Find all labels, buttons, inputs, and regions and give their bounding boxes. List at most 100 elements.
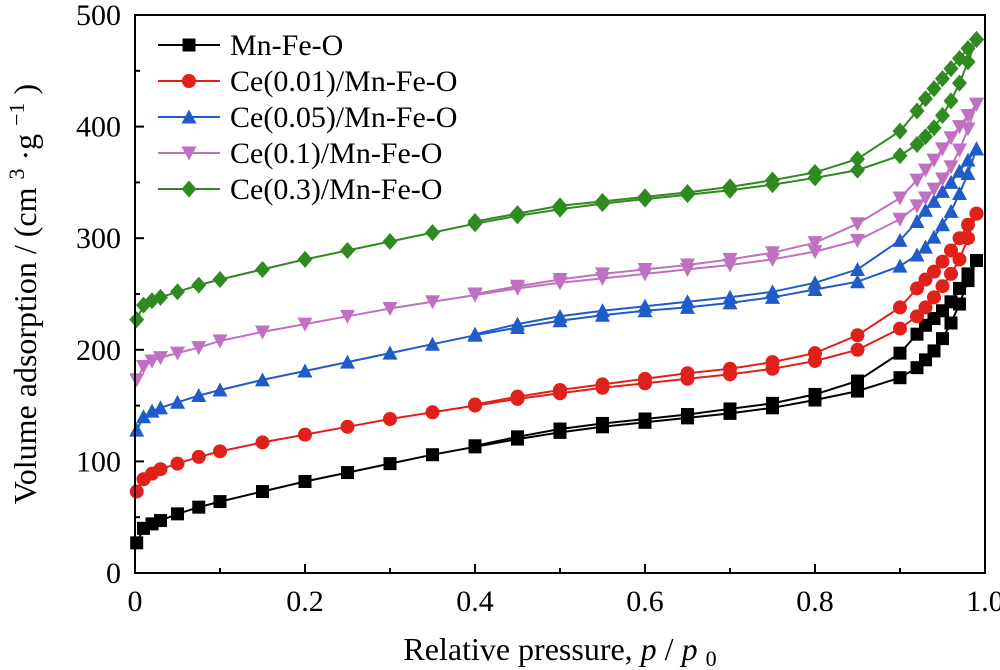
data-point (969, 31, 984, 49)
data-point (255, 372, 270, 387)
data-point (170, 456, 185, 471)
y-tick-label: 400 (76, 111, 121, 144)
data-point (918, 163, 933, 178)
y-axis-title: Volume adsorption / (cm 3 ·g −1 ) (0, 84, 43, 504)
y-axis-title-supm1: −1 (4, 102, 29, 125)
legend-marker (181, 146, 197, 161)
data-point (893, 321, 907, 336)
data-point (129, 311, 145, 329)
data-point (595, 377, 610, 392)
data-point (952, 186, 967, 201)
data-point (926, 80, 942, 98)
data-point (927, 344, 941, 358)
data-point (944, 266, 958, 281)
legend-label: Mn-Fe-O (230, 29, 343, 62)
data-point (892, 122, 908, 140)
data-point (850, 161, 865, 179)
data-point (851, 374, 864, 388)
data-point (298, 474, 312, 488)
data-point (765, 284, 780, 299)
data-point (960, 108, 976, 123)
legend-entry: Ce(0.05)/Mn-Fe-O (158, 101, 457, 134)
data-point (191, 276, 207, 294)
data-point (944, 243, 958, 258)
data-point (552, 197, 568, 215)
data-point (807, 163, 823, 181)
data-point (383, 457, 397, 471)
data-point (850, 217, 865, 232)
data-point (722, 252, 738, 267)
data-point (909, 213, 925, 228)
series-1 (130, 254, 983, 550)
legend-marker (181, 180, 197, 198)
data-point (926, 119, 942, 137)
data-point (467, 287, 483, 302)
data-point (144, 354, 160, 369)
data-point (952, 163, 967, 178)
legend-entry: Mn-Fe-O (158, 29, 343, 62)
data-point (383, 411, 397, 426)
plot-area: 0 0.2 0.4 0.6 0.8 1.0 0 100 200 300 400 500 (76, 0, 1000, 618)
data-point (213, 444, 227, 459)
data-point (297, 250, 313, 268)
y-axis-title-sup3: 3 (4, 169, 29, 180)
data-point (681, 408, 694, 422)
data-point (170, 346, 185, 361)
data-point (382, 345, 398, 360)
data-point (807, 275, 823, 290)
data-point (341, 466, 354, 480)
data-point (637, 262, 653, 277)
data-point (909, 199, 925, 214)
data-point (723, 402, 737, 416)
x-axis-title-p0: p (680, 631, 698, 667)
data-point (952, 50, 967, 68)
x-axis-title-slash: / (665, 631, 674, 667)
data-point (255, 325, 270, 340)
y-tick-label: 500 (76, 0, 121, 32)
data-point (909, 102, 925, 120)
data-point (212, 334, 228, 349)
data-point (723, 361, 737, 376)
data-point (212, 382, 228, 397)
data-point (552, 308, 568, 323)
data-point (892, 258, 908, 273)
data-point (926, 182, 942, 197)
data-point (807, 236, 823, 251)
data-point (935, 279, 950, 294)
data-point (808, 346, 822, 361)
data-point (129, 373, 145, 388)
data-point (340, 241, 355, 259)
data-point (926, 229, 942, 244)
data-point (960, 152, 976, 167)
data-point (909, 135, 925, 153)
data-point (425, 336, 440, 351)
series-2 (129, 206, 984, 499)
data-point (468, 439, 482, 453)
data-point (510, 205, 525, 223)
data-point (935, 183, 950, 198)
data-point (969, 206, 984, 221)
data-point (943, 92, 959, 110)
data-point (766, 396, 779, 410)
data-point (510, 316, 525, 331)
data-point (952, 252, 967, 267)
data-point (892, 232, 908, 247)
y-tick-label: 200 (76, 334, 121, 367)
data-point (892, 147, 908, 165)
data-point (595, 267, 610, 282)
data-point (850, 274, 865, 289)
data-point (918, 90, 933, 108)
data-point (935, 217, 950, 232)
data-point (960, 122, 976, 137)
data-point (970, 254, 983, 268)
y-axis-title-mid: ·g (7, 134, 43, 161)
x-tick-label: 0.8 (796, 585, 834, 618)
data-point (918, 128, 933, 146)
data-point (943, 174, 959, 189)
data-point (969, 141, 984, 156)
data-point (153, 400, 168, 415)
data-point (935, 106, 950, 124)
data-point (136, 409, 151, 424)
data-point (382, 233, 398, 251)
data-point (944, 316, 958, 330)
